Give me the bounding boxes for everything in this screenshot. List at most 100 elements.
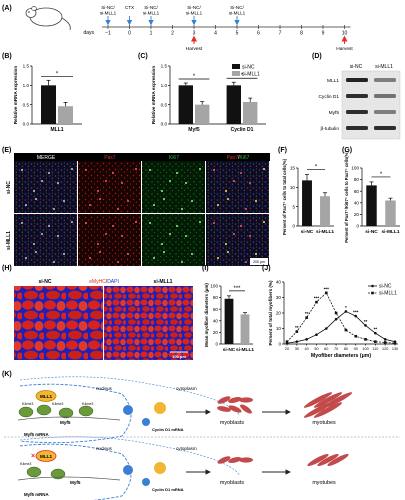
cell-dot — [176, 225, 178, 227]
day-label: 8 — [300, 31, 303, 37]
ribosome — [142, 478, 150, 486]
legend-marker — [371, 291, 374, 295]
stain-part: DAPI — [107, 279, 119, 285]
cell-dot — [117, 208, 119, 210]
cell-dot — [135, 221, 137, 223]
cell-dot — [57, 182, 59, 184]
cell-dot — [71, 221, 73, 223]
myoblast-cell — [217, 396, 231, 404]
histone-mark-label: K4me3 — [22, 402, 33, 406]
enzyme-label: MLL1 — [40, 394, 52, 399]
nuclear-membrane — [19, 383, 132, 444]
chart-c: 0.0 0.5 1.0 1.5 Relative mRNA expression Myf5… — [151, 64, 266, 133]
blot-row-label: MLL1 — [327, 78, 339, 84]
myoblast-cell — [239, 457, 253, 463]
micrograph — [14, 214, 77, 266]
x-tick-label: 30 — [295, 347, 299, 351]
cell-dot — [191, 200, 193, 202]
panel-label-f: (F) — [278, 147, 287, 154]
cell-dot — [245, 261, 247, 263]
cell-dot — [48, 172, 50, 174]
bar — [41, 85, 56, 124]
y-tick-label: 0.0 — [23, 122, 30, 127]
cell-dot — [21, 222, 23, 224]
bar — [58, 106, 73, 124]
blot-band — [374, 78, 396, 82]
significance-mark: * — [56, 71, 59, 77]
day-label: 6 — [257, 31, 260, 37]
myotube-cell — [327, 453, 349, 467]
header-bar — [14, 153, 270, 161]
data-point — [295, 340, 299, 343]
cell-dot — [48, 225, 50, 227]
myoblast-label: myoblasts — [220, 420, 245, 426]
cell-dot — [149, 222, 151, 224]
column-header: MERGE — [37, 155, 56, 161]
x-tick-label: 80 — [344, 347, 348, 351]
blot-row-label: Myf5 — [329, 110, 340, 116]
panel-label-d: (D) — [312, 53, 322, 60]
row-label: si-NC — [6, 181, 12, 194]
legend-label: si-NC — [379, 284, 392, 290]
myoblast-cell — [240, 404, 252, 414]
harvest-label: Harvest — [186, 46, 203, 52]
cell-dot — [127, 200, 129, 202]
stain-part: eMyHC — [89, 279, 106, 285]
y-tick-label: 0.5 — [23, 102, 30, 107]
cell-dot — [245, 208, 247, 210]
x-tick-label: 70 — [334, 347, 338, 351]
y-axis-label: Persent of Pax7⁺ cells to tatal cells(%) — [282, 158, 287, 235]
cell-dot — [99, 251, 101, 253]
legend-swatch — [232, 64, 240, 69]
significance-mark: ** — [295, 325, 299, 330]
x-tick-label: 60 — [324, 347, 328, 351]
bar — [226, 85, 241, 124]
significance-mark: *** — [233, 286, 241, 292]
data-point — [393, 341, 397, 345]
category-label: si-MLL1 — [316, 229, 334, 235]
scale-label: 200 μm — [253, 260, 265, 264]
harvest-label: Harvest — [336, 46, 353, 52]
significance-mark: ** — [305, 311, 309, 316]
panel-label-i: (I) — [202, 265, 209, 272]
micrograph — [142, 214, 205, 266]
cell-dot — [25, 204, 27, 206]
blot-row-label: Cyclin D1 — [318, 94, 339, 100]
day-label: 1 — [150, 31, 153, 37]
x-tick-label: 130 — [392, 347, 398, 351]
gene-label: Myf5 — [70, 480, 81, 485]
cell-dot — [199, 221, 201, 223]
category-label: Myf5 — [188, 127, 200, 133]
myoblast-cell — [217, 406, 231, 412]
cell-dot — [41, 180, 43, 182]
cell-dot — [63, 253, 65, 255]
blot-column-label: si-MLL1 — [375, 64, 393, 70]
mll1-enzyme — [35, 390, 57, 402]
myofiber-image — [14, 286, 103, 360]
myoblast-cell — [228, 457, 242, 463]
micrograph — [206, 214, 269, 266]
column-header: si-NC — [38, 279, 51, 285]
bar — [320, 196, 330, 226]
y-tick-label: 15 — [290, 166, 296, 171]
data-point — [315, 300, 318, 304]
data-point — [334, 317, 338, 321]
category-label: si-NC — [301, 229, 314, 235]
cell-dot — [21, 169, 23, 171]
cell-dot — [225, 243, 227, 245]
y-tick-label: 1.0 — [23, 83, 30, 88]
cell-dot — [85, 169, 87, 171]
myotube-label: myotubes — [312, 420, 336, 426]
day-label: 5 — [236, 31, 239, 37]
cell-dot — [57, 235, 59, 237]
cell-dot — [105, 233, 107, 235]
y-tick-label: 5 — [292, 204, 295, 209]
y-tick-label: 100 — [210, 284, 218, 289]
data-point — [374, 340, 377, 343]
y-tick-label: 0 — [215, 342, 218, 347]
myotube-cell — [307, 453, 329, 467]
